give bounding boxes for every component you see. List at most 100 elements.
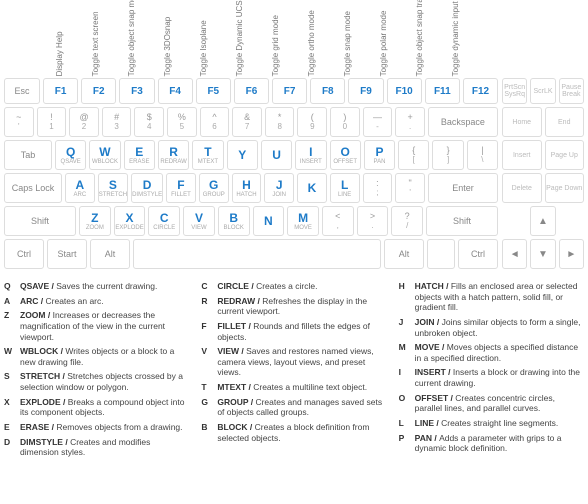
key-ctrl-right[interactable]: Ctrl [458,239,498,269]
key-num-7[interactable]: &7 [232,107,262,137]
fkey-label-8: Toggle ortho mode [295,0,328,76]
key-menu[interactable] [427,239,455,269]
key-i[interactable]: IINSERT [295,140,326,170]
key-c[interactable]: CCIRCLE [148,206,180,236]
key-h[interactable]: HHATCH [232,173,262,203]
row-zxcv: ShiftZZOOMXEXPLODECCIRCLEVVIEWBBLOCKNMMO… [4,206,498,236]
key-q[interactable]: QQSAVE [55,140,86,170]
key-g[interactable]: GGROUP [199,173,229,203]
key-sys-1[interactable]: ScrLK [530,78,555,104]
key-l[interactable]: LLINE [330,173,360,203]
key-b[interactable]: BBLOCK [218,206,250,236]
key-pagedown[interactable]: Page Down [545,173,585,203]
key-tab[interactable]: Tab [4,140,52,170]
key-enter[interactable]: Enter [428,173,498,203]
side-row-3: Delete Page Down [502,173,584,203]
key-num-12[interactable]: +. [395,107,425,137]
key-arrow-up[interactable]: ▲ [530,206,556,236]
spacer [559,206,584,236]
key-f11[interactable]: F11 [425,78,460,104]
key-f2[interactable]: F2 [81,78,116,104]
key-punct2-2[interactable]: ?/ [391,206,423,236]
key-x[interactable]: XEXPLODE [114,206,146,236]
key-ctrl-left[interactable]: Ctrl [4,239,44,269]
key-sys-2[interactable]: Pause Break [559,78,584,104]
key-f12[interactable]: F12 [463,78,498,104]
key-pageup[interactable]: Page Up [545,140,585,170]
key-sys-0[interactable]: PrtScn SysRq [502,78,527,104]
key-bracket-1[interactable]: }] [432,140,463,170]
key-f9[interactable]: F9 [348,78,383,104]
glossary-item-f: FFILLET / Rounds and fillets the edges o… [201,321,386,342]
key-alt-left[interactable]: Alt [90,239,130,269]
key-r[interactable]: RREDRAW [158,140,189,170]
key-f8[interactable]: F8 [310,78,345,104]
key-alt-right[interactable]: Alt [384,239,424,269]
key-backspace[interactable]: Backspace [428,107,498,137]
key-s[interactable]: SSTRETCH [98,173,128,203]
key-shift-right[interactable]: Shift [426,206,498,236]
glossary-item-b: BBLOCK / Creates a block definition from… [201,422,386,443]
key-punct2-0[interactable]: <, [322,206,354,236]
key-num-4[interactable]: $4 [134,107,164,137]
key-p[interactable]: PPAN [364,140,395,170]
key-o[interactable]: OOFFSET [330,140,361,170]
key-esc[interactable]: Esc [4,78,40,104]
glossary-col-1: CCIRCLE / Creates a circle.RREDRAW / Ref… [201,281,386,458]
key-k[interactable]: K [297,173,327,203]
key-num-11[interactable]: —- [363,107,393,137]
key-t[interactable]: TMTEXT [192,140,223,170]
key-f6[interactable]: F6 [234,78,269,104]
key-num-0[interactable]: ~' [4,107,34,137]
key-z[interactable]: ZZOOM [79,206,111,236]
key-u[interactable]: U [261,140,292,170]
fkey-label-12: Toggle dynamic input mode [439,0,472,76]
key-num-9[interactable]: (9 [297,107,327,137]
key-insert[interactable]: Insert [502,140,542,170]
fkey-label-9: Toggle snap mode [331,0,364,76]
fkey-label-3: Toggle object snap mode [115,0,148,76]
key-num-10[interactable]: )0 [330,107,360,137]
key-punct2-1[interactable]: >. [357,206,389,236]
key-num-6[interactable]: ^6 [200,107,230,137]
fkey-label-4: Toggle 3DOsnap [151,0,184,76]
key-f1[interactable]: F1 [43,78,78,104]
key-home[interactable]: Home [502,107,542,137]
key-punct-0[interactable]: :; [363,173,393,203]
glossary-col-0: QQSAVE / Saves the current drawing.AARC … [4,281,189,458]
key-f10[interactable]: F10 [387,78,422,104]
key-arrow-down[interactable]: ▼ [530,239,555,269]
key-num-1[interactable]: !1 [37,107,67,137]
key-w[interactable]: WWBLOCK [89,140,120,170]
key-delete[interactable]: Delete [502,173,542,203]
key-f4[interactable]: F4 [158,78,193,104]
key-e[interactable]: EERASE [124,140,155,170]
key-m[interactable]: MMOVE [287,206,319,236]
key-num-8[interactable]: *8 [265,107,295,137]
key-num-5[interactable]: %5 [167,107,197,137]
key-f7[interactable]: F7 [272,78,307,104]
key-end[interactable]: End [545,107,585,137]
key-y[interactable]: Y [227,140,258,170]
key-f[interactable]: FFILLET [166,173,196,203]
row-modifiers: Ctrl Start Alt Alt Ctrl [4,239,498,269]
key-bracket-2[interactable]: |\ [467,140,498,170]
key-space[interactable] [133,239,381,269]
key-punct-1[interactable]: "' [395,173,425,203]
key-d[interactable]: DDIMSTYLE [131,173,163,203]
key-j[interactable]: JJOIN [264,173,294,203]
key-f3[interactable]: F3 [119,78,154,104]
key-n[interactable]: N [253,206,285,236]
key-num-2[interactable]: @2 [69,107,99,137]
key-shift-left[interactable]: Shift [4,206,76,236]
key-f5[interactable]: F5 [196,78,231,104]
key-a[interactable]: AARC [65,173,95,203]
key-arrow-left[interactable]: ◄ [502,239,527,269]
key-num-3[interactable]: #3 [102,107,132,137]
key-bracket-0[interactable]: {[ [398,140,429,170]
key-start[interactable]: Start [47,239,87,269]
fkey-label-2: Toggle text screen [79,0,112,76]
key-v[interactable]: VVIEW [183,206,215,236]
key-capslock[interactable]: Caps Lock [4,173,62,203]
key-arrow-right[interactable]: ► [559,239,584,269]
